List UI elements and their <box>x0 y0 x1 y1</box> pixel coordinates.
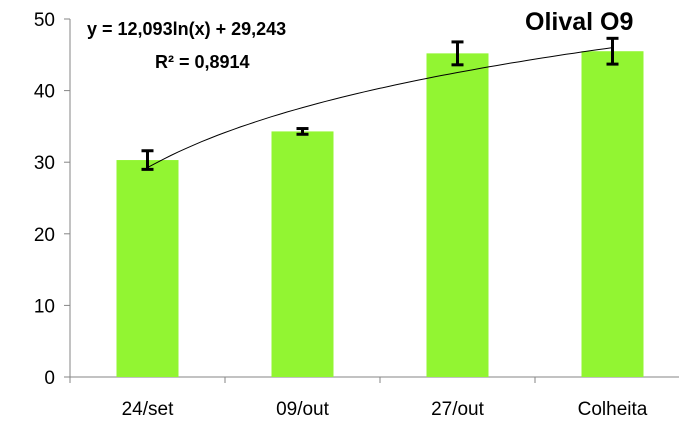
bar <box>581 51 644 377</box>
y-tick-label: 50 <box>34 10 55 31</box>
y-tick-label: 10 <box>34 296 55 317</box>
trendline-r-squared: R² = 0,8914 <box>155 52 250 72</box>
x-tick-label: 27/out <box>431 399 485 420</box>
bar <box>116 160 179 377</box>
error-bar <box>451 40 464 67</box>
error-bar <box>296 127 309 136</box>
x-tick-label: Colheita <box>578 399 648 420</box>
trendline-group <box>147 47 613 169</box>
trendline <box>147 47 613 169</box>
trendline-equation: y = 12,093ln(x) + 29,243 <box>87 19 286 39</box>
bars <box>116 51 644 377</box>
x-tick-label: 24/set <box>122 399 174 420</box>
y-tick-label: 40 <box>34 82 55 103</box>
y-tick-label: 0 <box>44 368 55 389</box>
axes: 0 10 20 30 40 50 24/set 09/out 27/out Colheita <box>34 10 679 420</box>
chart-title: Olival O9 <box>525 8 633 36</box>
error-bar <box>141 149 154 171</box>
error-bars <box>141 36 619 171</box>
bar <box>426 53 489 377</box>
y-tick-label: 30 <box>34 153 55 174</box>
bar <box>271 131 334 377</box>
y-tick-label: 20 <box>34 225 55 246</box>
error-bar <box>606 36 619 66</box>
x-tick-label: 09/out <box>276 399 330 420</box>
